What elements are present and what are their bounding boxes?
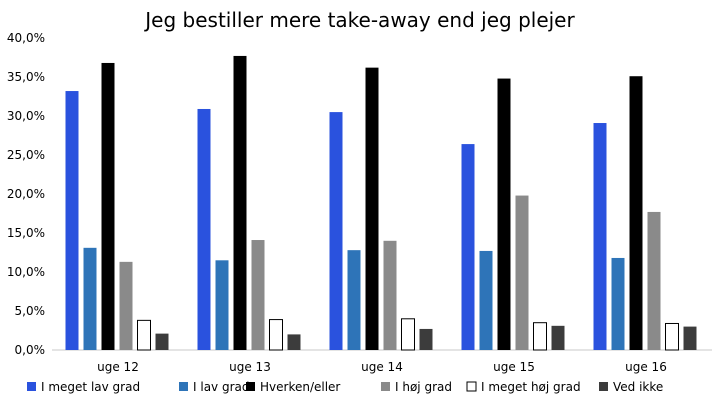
x-category-label: uge 15 [493, 360, 535, 374]
y-tick-label: 15,0% [7, 226, 45, 240]
bar [611, 257, 625, 350]
bar [479, 250, 493, 350]
legend-swatch [381, 382, 390, 391]
legend-swatch [599, 382, 608, 391]
bar [533, 322, 547, 351]
bar [515, 195, 529, 350]
legend-swatch [246, 382, 255, 391]
y-tick-label: 30,0% [7, 109, 45, 123]
legend-label: I meget høj grad [481, 380, 581, 394]
legend-label: I lav grad [193, 380, 249, 394]
bar [155, 333, 169, 350]
bar [347, 250, 361, 350]
y-tick-label: 35,0% [7, 70, 45, 84]
bar [215, 260, 229, 350]
x-category-label: uge 13 [229, 360, 271, 374]
x-category-label: uge 16 [625, 360, 667, 374]
legend-label: Hverken/eller [260, 380, 340, 394]
bar [65, 91, 79, 350]
bar [269, 319, 283, 351]
legend-swatch [466, 381, 477, 392]
legend-swatch [27, 382, 36, 391]
bar [137, 319, 151, 351]
legend-swatch [179, 382, 188, 391]
bar [365, 67, 379, 350]
bar [197, 108, 211, 350]
bar [419, 328, 433, 350]
bar [551, 325, 565, 350]
y-tick-label: 10,0% [7, 265, 45, 279]
bar [329, 112, 343, 350]
y-tick-label: 20,0% [7, 187, 45, 201]
bar [665, 322, 679, 351]
chart-title: Jeg bestiller mere take-away end jeg ple… [145, 8, 575, 32]
bar [497, 78, 511, 350]
bar [629, 76, 643, 350]
bar [251, 240, 265, 350]
y-tick-label: 0,0% [15, 343, 46, 357]
bar [101, 62, 115, 351]
y-tick-label: 25,0% [7, 148, 45, 162]
bar [647, 211, 661, 350]
x-category-label: uge 12 [97, 360, 139, 374]
bar [119, 261, 133, 350]
bar [83, 247, 97, 350]
legend-label: I meget lav grad [41, 380, 140, 394]
legend-label: Ved ikke [613, 380, 663, 394]
bar [401, 318, 415, 351]
x-category-label: uge 14 [361, 360, 403, 374]
bar [383, 240, 397, 350]
bar [593, 123, 607, 351]
bar [287, 334, 301, 350]
legend-label: I høj grad [395, 380, 452, 394]
bar [683, 326, 697, 350]
y-tick-label: 5,0% [15, 304, 46, 318]
bar [461, 144, 475, 350]
bar [233, 55, 247, 350]
y-tick-label: 40,0% [7, 31, 45, 45]
